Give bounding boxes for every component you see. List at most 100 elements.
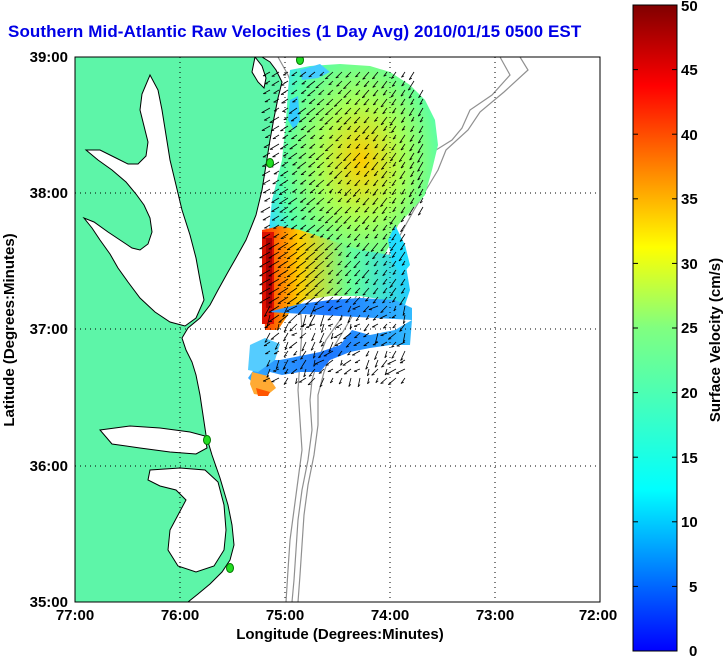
velocity-arrow: [344, 287, 352, 295]
velocity-arrow: [296, 296, 307, 305]
velocity-arrow: [268, 314, 280, 323]
velocity-arrow-head: [362, 132, 366, 134]
velocity-arrow: [263, 341, 271, 347]
velocity-arrow: [400, 377, 406, 384]
velocity-arrow-head: [289, 329, 293, 332]
velocity-arrow-head: [297, 313, 301, 316]
velocity-arrow: [319, 332, 325, 344]
velocity-arrow-head: [353, 238, 358, 241]
velocity-arrow: [334, 215, 343, 223]
velocity-arrow-head: [408, 113, 412, 117]
colorbar-tick-label: 10: [681, 514, 698, 531]
velocity-arrow: [277, 323, 280, 331]
velocity-arrow-head: [382, 112, 386, 115]
velocity-arrow: [259, 269, 271, 277]
velocity-arrow: [313, 359, 316, 367]
velocity-arrow: [333, 332, 343, 338]
x-tick-label: 77:00: [56, 607, 94, 624]
velocity-arrow-head: [380, 311, 384, 313]
velocity-arrow: [362, 242, 370, 251]
velocity-arrow: [417, 134, 424, 144]
velocity-arrow-head: [329, 173, 333, 175]
velocity-arrow-head: [382, 139, 386, 142]
velocity-arrow-head: [354, 112, 358, 115]
velocity-arrow-head: [318, 219, 322, 222]
velocity-arrow: [300, 323, 307, 327]
velocity-arrow-head: [326, 229, 330, 232]
velocity-arrow: [296, 251, 307, 260]
velocity-arrow-head: [305, 285, 309, 287]
velocity-arrow: [271, 197, 280, 203]
velocity-arrow: [327, 161, 334, 168]
velocity-arrow-head: [391, 130, 395, 133]
velocity-arrow-head: [306, 230, 310, 233]
velocity-arrow: [300, 224, 307, 230]
velocity-arrow: [308, 368, 316, 377]
velocity-arrow: [305, 323, 316, 328]
velocity-arrow: [327, 89, 334, 95]
velocity-arrow-head: [308, 211, 312, 213]
velocity-arrow-head: [361, 276, 365, 279]
velocity-arrow-head: [410, 174, 414, 178]
velocity-arrow: [343, 80, 352, 89]
velocity-arrow-head: [400, 220, 404, 223]
velocity-arrow: [382, 269, 388, 276]
velocity-arrow: [283, 224, 289, 229]
velocity-arrow-head: [343, 338, 347, 340]
velocity-arrow: [263, 89, 271, 95]
velocity-arrow: [301, 215, 307, 220]
velocity-arrow: [335, 368, 343, 374]
velocity-arrow-head: [401, 75, 405, 78]
velocity-arrow: [305, 269, 316, 278]
velocity-arrow: [299, 71, 307, 77]
velocity-arrow: [259, 251, 271, 259]
velocity-arrow-head: [365, 281, 369, 284]
velocity-arrow: [277, 296, 289, 304]
velocity-arrow: [389, 278, 397, 288]
velocity-arrow-head: [325, 77, 329, 80]
velocity-arrow: [262, 170, 271, 176]
velocity-arrow: [326, 287, 334, 294]
velocity-arrow-head: [381, 176, 385, 179]
velocity-arrow-head: [345, 345, 349, 348]
velocity-arrow: [328, 341, 334, 353]
velocity-arrow-head: [311, 338, 315, 342]
velocity-arrow: [288, 341, 298, 349]
velocity-arrow: [259, 287, 271, 295]
velocity-arrow: [305, 260, 316, 269]
pamlico-sound: [147, 467, 227, 573]
station-markers: [203, 57, 304, 573]
velocity-arrow: [300, 206, 307, 212]
velocity-arrow-head: [264, 340, 268, 343]
velocity-arrow-head: [391, 345, 395, 348]
velocity-arrow: [271, 188, 280, 194]
velocity-arrow: [308, 71, 316, 78]
velocity-arrow-head: [417, 151, 421, 154]
velocity-arrow: [313, 350, 316, 359]
velocity-arrow: [308, 314, 316, 326]
velocity-arrow-head: [319, 340, 323, 344]
velocity-arrow-head: [355, 147, 359, 149]
velocity-arrow-head: [401, 273, 405, 276]
velocity-arrow: [303, 368, 307, 378]
velocity-arrow: [363, 170, 370, 177]
velocity-arrow-head: [417, 186, 421, 189]
velocity-arrow: [355, 80, 361, 86]
velocity-arrow: [343, 152, 352, 161]
velocity-arrow: [315, 152, 325, 161]
velocity-arrow-head: [266, 364, 270, 367]
velocity-arrow: [329, 377, 334, 384]
velocity-arrow: [387, 359, 397, 365]
velocity-arrow-head: [408, 96, 412, 99]
velocity-arrow: [286, 305, 298, 312]
velocity-arrow-head: [319, 74, 323, 76]
velocity-arrow: [328, 278, 334, 284]
velocity-arrow-head: [336, 85, 340, 87]
velocity-arrow: [354, 206, 361, 213]
velocity-arrow: [278, 188, 289, 195]
velocity-arrow: [391, 224, 397, 231]
velocity-arrow-head: [362, 293, 366, 296]
velocity-arrow: [372, 152, 379, 160]
velocity-arrow: [382, 188, 388, 195]
velocity-arrow: [345, 296, 352, 303]
